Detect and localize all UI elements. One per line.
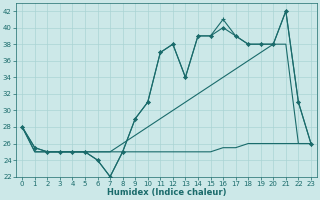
X-axis label: Humidex (Indice chaleur): Humidex (Indice chaleur)	[107, 188, 226, 197]
